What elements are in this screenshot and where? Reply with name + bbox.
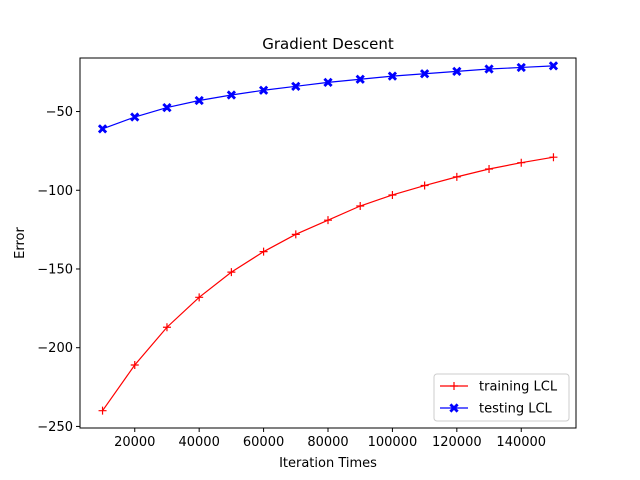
legend-marker [449, 403, 459, 413]
data-point [162, 102, 172, 113]
data-point [162, 323, 171, 332]
data-point [548, 61, 559, 71]
x-tick-label: 20000 [114, 435, 155, 450]
data-point [258, 85, 269, 95]
data-point [549, 153, 558, 162]
data-point [517, 158, 526, 167]
legend-marker [450, 382, 458, 390]
data-point [485, 165, 494, 173]
data-point [195, 293, 204, 302]
data-point [420, 181, 429, 190]
data-point [226, 90, 237, 100]
data-point [323, 77, 333, 88]
data-point [194, 95, 204, 106]
data-point [419, 69, 430, 79]
data-point [259, 247, 268, 256]
y-tick-label: −250 [37, 420, 73, 435]
data-point [291, 81, 301, 91]
legend-label: testing LCL [479, 402, 553, 417]
data-point [452, 172, 461, 181]
legend-entry: testing LCL [440, 402, 553, 417]
data-point [516, 62, 526, 73]
y-tick-label: −150 [37, 262, 73, 277]
data-point [130, 112, 140, 122]
y-tick-label: −100 [37, 184, 73, 199]
data-point [387, 71, 398, 81]
data-point [388, 190, 397, 199]
data-point [227, 268, 236, 277]
y-tick-label: −50 [46, 105, 73, 120]
x-axis-label: Iteration Times [279, 456, 377, 471]
data-point [130, 361, 139, 370]
data-point [356, 202, 365, 210]
y-axis-label: Error [13, 227, 28, 259]
axes-frame [79, 57, 577, 429]
x-tick-label: 140000 [496, 435, 546, 450]
plot-area [97, 61, 559, 415]
data-point [291, 230, 300, 239]
legend-entry: training LCL [440, 380, 558, 395]
data-point [355, 74, 365, 84]
chart-title: Gradient Descent [262, 35, 394, 53]
data-point [324, 216, 332, 225]
x-tick-label: 40000 [178, 435, 219, 450]
legend-label: training LCL [479, 380, 558, 395]
legend: training LCL testing LCL [433, 373, 570, 422]
y-tick-label: −200 [37, 341, 73, 356]
series-training-lcl [98, 153, 558, 415]
x-tick-label: 120000 [432, 435, 482, 450]
data-point [484, 64, 494, 74]
x-axis-ticks: 20000 40000 60000 80000 100000 120000 140000 [114, 428, 546, 450]
series-testing-lcl [97, 61, 559, 134]
x-tick-label: 80000 [307, 435, 348, 450]
x-tick-label: 60000 [243, 435, 284, 450]
data-point [452, 66, 462, 77]
x-tick-label: 100000 [368, 435, 418, 450]
y-axis-ticks: −250 −200 −150 −100 −50 [37, 105, 80, 435]
data-point [97, 124, 108, 134]
data-point [98, 406, 107, 415]
